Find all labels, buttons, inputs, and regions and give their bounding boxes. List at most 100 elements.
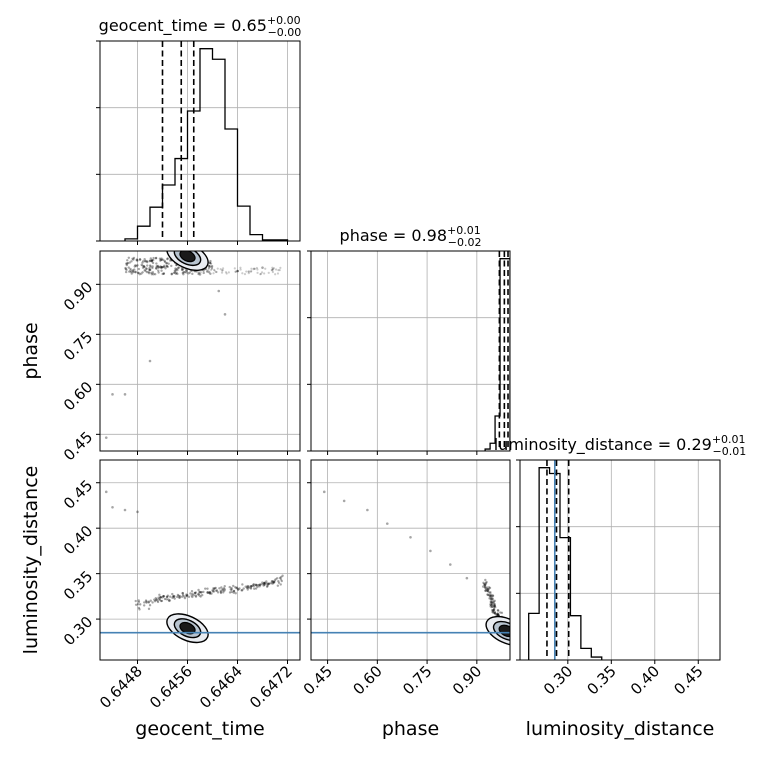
sample-point [137,267,141,271]
sample-point [245,270,248,273]
sample-point [493,612,497,615]
sample-point [232,589,236,593]
sample-point [207,271,211,274]
sample-point [166,594,170,597]
sample-point [409,535,412,539]
sample-point [252,583,255,586]
sample-point [185,595,188,598]
y-tick-label: 0.90 [60,278,96,314]
sample-point [214,586,217,590]
title-value: luminosity_distance = 0.29 [494,435,712,455]
sample-point [213,587,216,590]
sample-point [124,270,128,274]
sample-point [150,273,154,276]
y-tick-label: 0.35 [60,567,96,603]
sample-point [171,592,174,596]
sample-point [488,591,491,594]
sample-point [166,595,169,599]
sample-point [234,586,237,589]
sample-point [160,258,163,262]
sample-point [194,595,198,598]
title-value: geocent_time = 0.65 [99,16,267,36]
sample-point [254,583,258,587]
sample-point [198,594,201,597]
sample-point [252,583,256,586]
sample-point [185,593,188,596]
sample-point [270,268,273,272]
sample-point [199,595,202,598]
sample-point [481,585,485,588]
sample-point [219,589,222,593]
sample-point [170,272,174,276]
sample-point [221,267,225,270]
sample-point [126,261,130,265]
sample-point [490,601,494,604]
title-lower-error: −0.00 [268,26,302,39]
sample-point [192,594,195,597]
sample-point [223,589,226,592]
sample-point [280,575,283,579]
panel-hist-geocent_time: geocent_time = 0.65+0.00 −0.00 [96,14,301,245]
sample-point [465,576,469,580]
sample-point [491,601,495,604]
sample-point [177,594,180,598]
sample-point [491,594,494,597]
sample-point [178,596,181,599]
sample-point [483,584,487,587]
sample-point [208,592,212,595]
sample-point [157,266,160,269]
sample-point [487,588,490,591]
sample-point [211,589,214,592]
hist-step-phase [484,258,510,451]
sample-point [190,594,193,597]
sample-point [147,271,151,275]
sample-point [224,271,228,274]
sample-point [259,583,262,586]
sample-point [484,589,487,592]
sample-point [135,259,138,262]
sample-point [185,271,188,274]
sample-point [255,266,258,270]
sample-point [162,265,166,269]
sample-point [483,584,487,587]
sample-point [488,597,491,600]
sample-point [157,596,160,599]
sample-point [212,272,215,275]
sample-point [197,272,200,276]
sample-point [206,587,209,590]
sample-point [494,605,497,609]
sample-point [147,600,150,603]
sample-point [142,265,146,268]
sample-point [234,270,237,273]
sample-point [207,591,210,594]
sample-point [217,289,221,293]
sample-point [206,270,209,273]
sample-point [258,585,261,588]
sample-point [111,393,114,396]
sample-point [172,595,175,598]
sample-point [165,595,169,599]
sample-point [160,266,164,269]
sample-point [490,602,494,606]
sample-point [163,264,166,268]
sample-point [151,261,155,265]
sample-point [238,587,241,590]
sample-point [148,268,151,272]
sample-point [483,585,487,589]
x-tick-label: 0.6448 [96,662,146,712]
sample-point [271,270,274,274]
sample-point [147,601,150,604]
title-upper-error: +0.00 [267,14,301,27]
sample-point [128,270,131,273]
sample-point [145,267,148,270]
sample-point [239,268,242,271]
y-tick-label: 0.45 [60,476,96,512]
sample-point [187,595,191,599]
sample-point [259,272,262,276]
sample-point [176,595,179,599]
sample-point [246,586,249,589]
sample-point [486,593,490,597]
sample-point [492,604,495,607]
sample-point [229,588,233,591]
sample-point [385,522,389,525]
